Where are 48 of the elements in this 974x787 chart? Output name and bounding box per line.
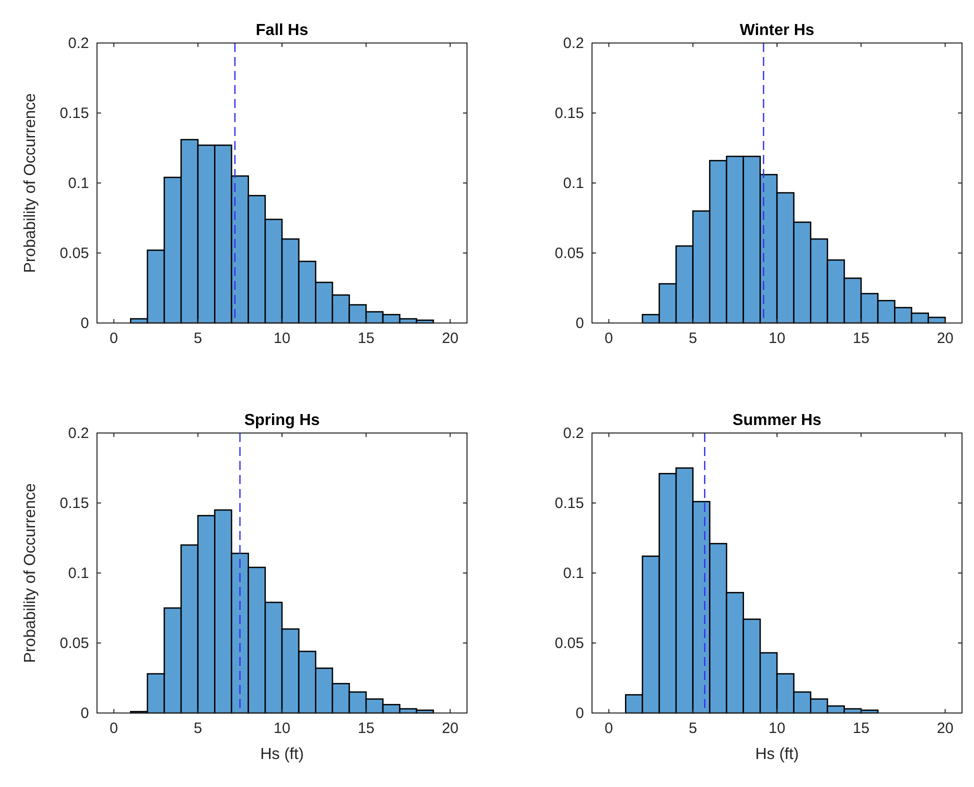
y-tick-label: 0.1 bbox=[563, 565, 584, 582]
x-tick-label: 15 bbox=[358, 330, 374, 347]
x-tick-label: 15 bbox=[358, 720, 374, 737]
x-axis-title: Hs (ft) bbox=[755, 746, 799, 763]
y-tick-label: 0.15 bbox=[554, 495, 584, 512]
y-tick-label: 0.2 bbox=[563, 35, 584, 52]
chart-title: Winter Hs bbox=[740, 22, 814, 39]
x-tick-label: 20 bbox=[936, 330, 954, 347]
x-tick-label: 5 bbox=[688, 330, 698, 347]
x-tick-label: 10 bbox=[768, 720, 786, 737]
x-tick-label: 0 bbox=[110, 330, 118, 347]
x-tick-label: 15 bbox=[852, 330, 870, 347]
x-tick-label: 5 bbox=[194, 330, 202, 347]
x-axis-title: Hs (ft) bbox=[260, 746, 304, 763]
chart-title: Fall Hs bbox=[256, 22, 308, 39]
x-tick-label: 20 bbox=[936, 720, 954, 737]
x-tick-label: 20 bbox=[442, 720, 459, 737]
y-tick-label: 0.15 bbox=[554, 105, 584, 122]
x-tick-label: 0 bbox=[604, 330, 613, 347]
y-tick-label: 0.15 bbox=[60, 105, 89, 122]
y-tick-label: 0 bbox=[576, 705, 584, 722]
y-tick-label: 0.05 bbox=[60, 245, 89, 262]
y-tick-label: 0.15 bbox=[60, 495, 89, 512]
x-tick-label: 10 bbox=[768, 330, 786, 347]
x-tick-label: 0 bbox=[110, 720, 118, 737]
y-tick-label: 0.1 bbox=[563, 175, 584, 192]
x-tick-label: 5 bbox=[688, 720, 698, 737]
x-tick-label: 10 bbox=[274, 720, 290, 737]
y-tick-label: 0.2 bbox=[68, 425, 89, 442]
y-axis-title: Probability of Occurrence bbox=[22, 93, 39, 273]
y-tick-label: 0.1 bbox=[68, 565, 89, 582]
y-tick-label: 0.1 bbox=[68, 175, 89, 192]
y-tick-label: 0.2 bbox=[563, 425, 584, 442]
x-tick-label: 10 bbox=[274, 330, 290, 347]
y-tick-label: 0.2 bbox=[68, 35, 89, 52]
x-tick-label: 15 bbox=[852, 720, 870, 737]
chart-title: Spring Hs bbox=[244, 412, 320, 429]
x-tick-label: 20 bbox=[442, 330, 459, 347]
y-tick-label: 0 bbox=[80, 315, 89, 332]
x-tick-label: 5 bbox=[194, 720, 202, 737]
y-axis-title: Probability of Occurrence bbox=[22, 483, 39, 663]
x-tick-label: 0 bbox=[604, 720, 613, 737]
y-tick-label: 0.05 bbox=[554, 635, 584, 652]
y-tick-label: 0.05 bbox=[554, 245, 584, 262]
y-tick-label: 0 bbox=[80, 705, 89, 722]
y-tick-label: 0 bbox=[576, 315, 584, 332]
y-tick-label: 0.05 bbox=[60, 635, 89, 652]
chart-title: Summer Hs bbox=[732, 412, 822, 429]
